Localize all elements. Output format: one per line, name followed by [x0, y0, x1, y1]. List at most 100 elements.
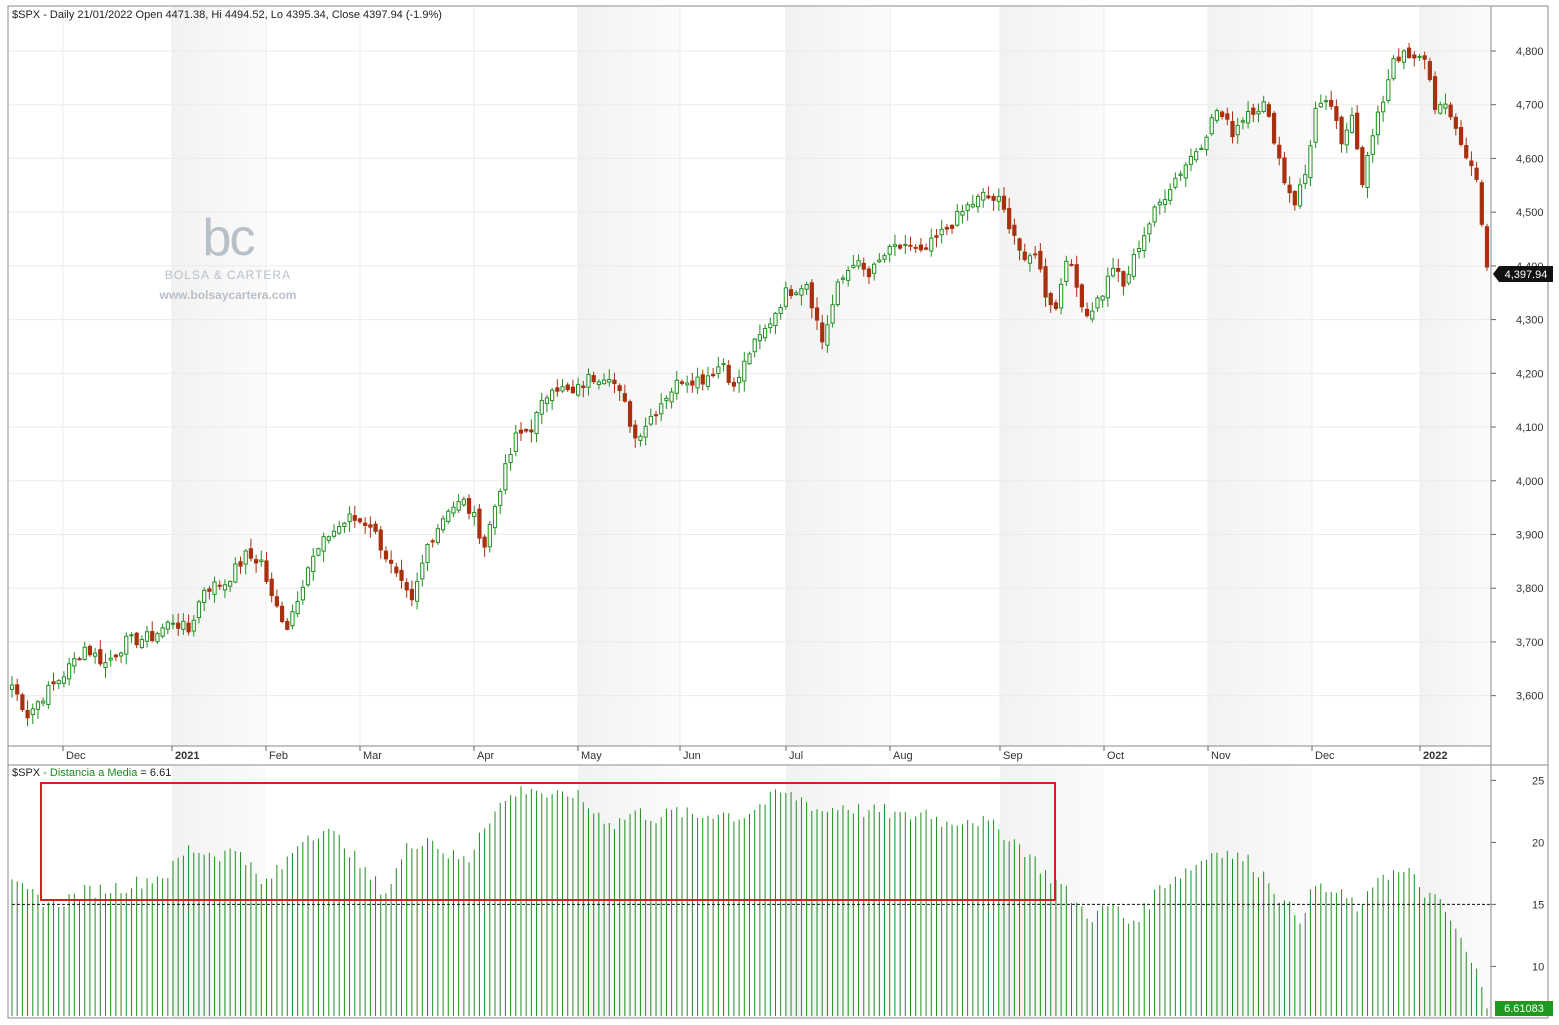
candle-184	[965, 201, 970, 221]
candle-40	[217, 580, 222, 590]
candle-48	[259, 550, 264, 567]
candle-136	[716, 356, 721, 379]
candle-49	[264, 552, 269, 585]
candle-145	[762, 324, 768, 342]
candle-264	[1381, 95, 1386, 122]
candle-54	[290, 604, 295, 630]
candle-75	[399, 559, 404, 589]
x-tick-label-11: Nov	[1211, 750, 1231, 762]
ind-y-tick-label-2: 20	[1532, 837, 1544, 849]
y-tick-label-12: 4,800	[1516, 46, 1544, 58]
candle-164	[861, 257, 866, 277]
candle-21	[118, 651, 124, 664]
candle-256	[1339, 115, 1344, 153]
candle-59	[316, 547, 321, 557]
header-symbol: $SPX	[12, 9, 41, 21]
watermark-logo-mark: bc	[202, 209, 256, 267]
candle-257	[1344, 122, 1349, 154]
candle-202	[1059, 278, 1064, 315]
candle-42	[228, 580, 233, 592]
x-tick-label-5: May	[581, 750, 602, 762]
candle-102	[539, 392, 544, 425]
candle-94	[498, 488, 503, 515]
candle-156	[820, 315, 825, 350]
x-tick-label-4: Apr	[477, 750, 494, 762]
candle-203	[1064, 255, 1069, 287]
candle-112	[591, 371, 596, 384]
candle-44	[238, 556, 243, 574]
candle-247	[1292, 190, 1297, 211]
candle-87	[461, 496, 466, 507]
candle-271	[1417, 53, 1422, 61]
candle-74	[394, 562, 399, 577]
candle-236	[1235, 117, 1240, 144]
x-tick-label-3: Mar	[363, 750, 382, 762]
candle-47	[253, 554, 259, 573]
candle-76	[404, 578, 409, 598]
candle-210	[1100, 295, 1105, 308]
candle-62	[331, 524, 337, 539]
candle-123	[648, 408, 653, 427]
candle-165	[866, 266, 872, 284]
candle-58	[311, 548, 316, 581]
candle-222	[1162, 189, 1168, 214]
candle-162	[851, 254, 856, 269]
candle-28	[155, 631, 160, 645]
candle-284	[1484, 223, 1490, 271]
candle-198	[1038, 243, 1043, 273]
candle-213	[1116, 258, 1121, 282]
candle-6	[41, 697, 46, 707]
candle-41	[222, 579, 228, 598]
candle-127	[669, 387, 674, 409]
x-axis-ticks: Dec 2021 Feb Mar Apr May Jun Jul Aug Sep Oct Nov Dec…	[62, 746, 1447, 762]
candle-249	[1303, 164, 1308, 190]
candle-155	[814, 297, 820, 331]
candle-170	[892, 234, 898, 257]
month-band-lower-3	[1000, 766, 1104, 1017]
candle-3	[25, 700, 30, 727]
candle-269	[1406, 42, 1412, 59]
candle-134	[705, 366, 711, 391]
candle-265	[1386, 69, 1391, 104]
candle-276	[1443, 93, 1448, 115]
candle-32	[176, 613, 181, 636]
watermark-name: BOLSA & CARTERA	[164, 268, 292, 282]
candle-7	[46, 680, 51, 709]
candle-43	[233, 557, 238, 584]
candle-35	[191, 615, 196, 637]
candle-66	[352, 505, 357, 528]
x-tick-label-12: Dec	[1315, 750, 1335, 762]
candle-248	[1297, 178, 1303, 209]
candle-218	[1142, 227, 1147, 258]
candle-219	[1147, 221, 1152, 243]
candle-259	[1355, 104, 1360, 151]
candle-100	[529, 419, 534, 443]
candle-270	[1412, 50, 1417, 67]
candle-175	[918, 238, 924, 253]
candle-228	[1194, 147, 1199, 163]
candle-142	[747, 351, 752, 365]
candle-262	[1370, 128, 1375, 163]
y-tick-label-2: 3,800	[1516, 583, 1544, 595]
month-band-lower-1	[578, 766, 680, 1017]
candle-88	[466, 494, 472, 520]
candle-24	[134, 632, 139, 649]
candle-128	[674, 370, 679, 400]
indicator-symbol: $SPX	[12, 767, 41, 779]
candle-104	[550, 387, 555, 410]
candle-141	[742, 352, 747, 392]
candle-126	[664, 395, 669, 409]
x-tick-label-2: Feb	[269, 750, 288, 762]
candle-117	[617, 383, 622, 402]
candle-238	[1245, 100, 1251, 129]
candle-206	[1079, 283, 1085, 313]
candle-154	[809, 279, 814, 319]
x-tick-label-8: Aug	[893, 750, 913, 762]
x-tick-label-6: Jun	[683, 750, 701, 762]
y-tick-label-9: 4,500	[1516, 207, 1544, 219]
candle-212	[1110, 257, 1116, 278]
month-bands	[172, 7, 1491, 1017]
candle-84	[446, 508, 451, 525]
candle-223	[1168, 183, 1173, 205]
candle-220	[1152, 204, 1157, 227]
